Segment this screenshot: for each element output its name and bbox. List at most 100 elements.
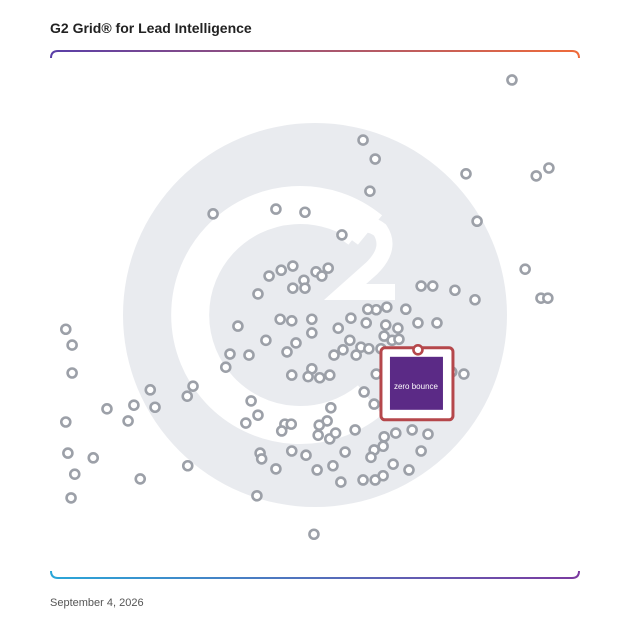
product-dot <box>350 349 362 361</box>
product-dot <box>311 464 323 476</box>
product-dot <box>542 292 554 304</box>
product-dot <box>66 339 78 351</box>
chart-title: G2 Grid® for Lead Intelligence <box>50 20 252 36</box>
product-dot <box>285 369 298 381</box>
product-dot <box>59 323 72 336</box>
product-dot <box>287 260 299 272</box>
product-dot <box>207 208 219 220</box>
product-dot <box>232 320 244 332</box>
product-dot <box>251 489 263 502</box>
product-dot <box>412 317 424 329</box>
product-dot <box>469 293 481 306</box>
product-dot <box>325 401 337 414</box>
product-dot <box>149 401 161 414</box>
product-dot <box>275 264 288 277</box>
product-dot <box>245 395 257 407</box>
product-dot <box>415 445 427 457</box>
product-dot <box>458 368 470 380</box>
product-dot <box>299 282 311 294</box>
product-dot <box>379 319 392 331</box>
product-dot <box>389 427 402 439</box>
product-dot <box>101 403 113 415</box>
product-dot <box>87 452 100 464</box>
product-dot <box>393 333 405 346</box>
product-dot <box>240 417 252 429</box>
product-dot <box>519 263 531 275</box>
product-dot <box>263 270 275 282</box>
product-dot <box>313 419 326 431</box>
product-dot <box>400 303 412 316</box>
product-dot <box>337 344 349 356</box>
product-dot <box>285 418 298 430</box>
product-dot <box>381 301 393 313</box>
product-dot <box>302 370 314 383</box>
product-dot <box>368 398 380 410</box>
product-dot <box>365 451 377 464</box>
product-dot <box>270 203 282 215</box>
product-dot <box>285 315 298 327</box>
product-dot <box>506 74 518 86</box>
product-dot <box>530 170 543 182</box>
product-dot <box>392 322 404 335</box>
product-dot <box>361 303 374 316</box>
product-dot <box>460 167 472 180</box>
product-dot <box>144 384 157 396</box>
product-dot <box>369 153 381 165</box>
product-dot <box>187 380 199 392</box>
product-dot <box>426 280 439 292</box>
product-dot <box>360 317 373 329</box>
product-dot <box>377 440 389 453</box>
product-dot <box>345 312 357 324</box>
product-dot <box>323 369 336 381</box>
product-dot <box>224 348 236 360</box>
product-dot <box>260 334 272 347</box>
product-logo-text: zero bounce <box>394 382 439 391</box>
product-dot <box>281 346 293 358</box>
product-dot <box>290 337 302 349</box>
product-dot <box>370 368 383 380</box>
product-dot <box>243 349 255 361</box>
product-dot <box>255 453 268 465</box>
highlight-dot <box>412 344 424 356</box>
product-dot <box>62 447 74 459</box>
product-dot <box>287 282 299 294</box>
product-dot <box>128 399 140 411</box>
product-dot <box>336 229 348 241</box>
product-dot <box>349 424 361 436</box>
product-logo <box>389 356 443 410</box>
product-dot <box>431 317 443 329</box>
product-dot <box>335 476 347 488</box>
product-dot <box>68 468 81 480</box>
product-dot <box>275 425 288 437</box>
product-dot <box>219 361 232 374</box>
product-dot <box>134 473 147 485</box>
product-dot <box>59 416 72 428</box>
product-dot <box>339 446 351 458</box>
product-dot <box>252 288 264 300</box>
product-dot <box>344 334 356 347</box>
product-dot <box>252 409 264 421</box>
product-dot <box>181 459 194 472</box>
product-dot <box>329 427 342 439</box>
product-dot <box>312 429 324 441</box>
product-dot <box>543 162 555 174</box>
product-dot <box>422 428 434 440</box>
product-dot <box>306 327 318 339</box>
product-dot <box>181 390 194 402</box>
product-dot <box>308 528 320 541</box>
product-dot <box>332 322 345 335</box>
product-dot <box>449 284 461 297</box>
product-dot <box>285 445 298 457</box>
product-dot <box>327 459 339 472</box>
product-dot <box>357 134 369 146</box>
product-dot <box>313 371 326 384</box>
product-dot <box>122 415 134 427</box>
product-dot <box>369 474 381 486</box>
product-dot <box>387 458 399 470</box>
product-dot <box>316 270 328 282</box>
product-dot <box>328 349 340 361</box>
product-dot <box>415 280 427 292</box>
product-dot <box>471 215 483 228</box>
